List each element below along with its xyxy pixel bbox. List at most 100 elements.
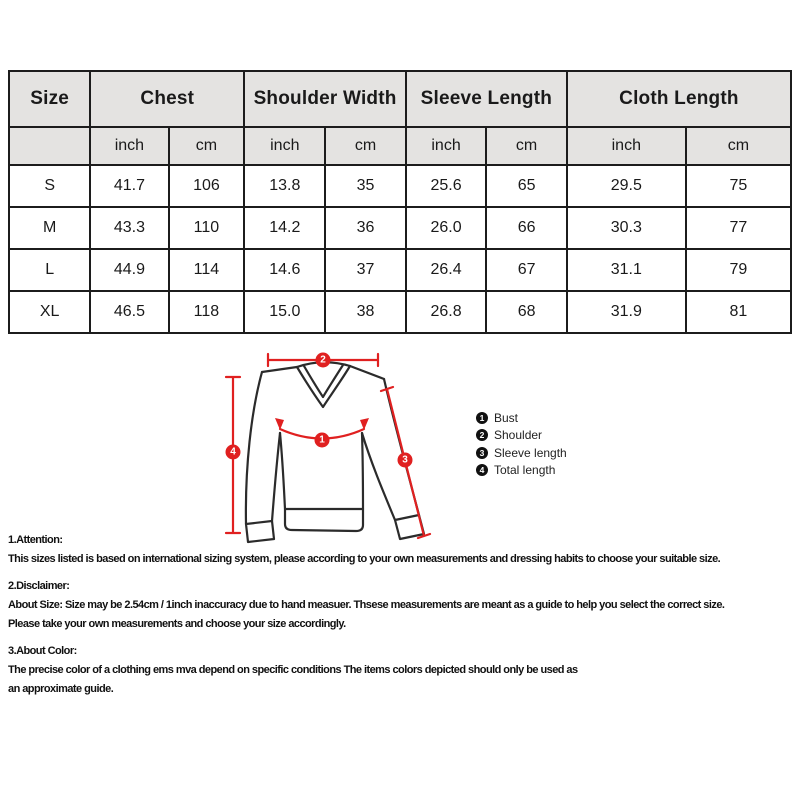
table-row-xl: XL 46.5 118 15.0 38 26.8 68 31.9 81 (7, 290, 793, 334)
size-cell: M (7, 206, 92, 250)
marker-total-number: 4 (230, 447, 236, 458)
measure-line-shoulder (266, 352, 380, 368)
legend-bullet-2-icon: 2 (476, 429, 488, 442)
value-cell: 79 (684, 248, 793, 292)
column-header-chest: Chest (89, 70, 246, 128)
value-cell: 65 (485, 164, 568, 208)
value-cell: 75 (684, 164, 793, 208)
notes-section: 1.Attention: This sizes listed is based … (8, 531, 800, 699)
unit-cell: cm (684, 126, 793, 166)
measure-line-bust (275, 418, 369, 440)
value-cell: 31.9 (565, 290, 687, 334)
value-cell: 13.8 (243, 164, 327, 208)
value-cell: 106 (167, 164, 246, 208)
size-cell: S (7, 164, 92, 208)
value-cell: 67 (485, 248, 568, 292)
measure-lines (224, 352, 432, 540)
size-cell: L (7, 248, 92, 292)
header-row-units: inch cm inch cm inch cm inch cm (7, 126, 793, 166)
value-cell: 14.6 (243, 248, 327, 292)
marker-shoulder: 2 (315, 352, 331, 368)
value-cell: 110 (167, 206, 246, 250)
marker-sleeve-number: 3 (402, 455, 408, 466)
table-row-l: L 44.9 114 14.6 37 26.4 67 31.1 79 (7, 248, 793, 292)
value-cell: 31.1 (565, 248, 687, 292)
about-color-title: 3.About Color: (8, 645, 77, 657)
value-cell: 29.5 (565, 164, 687, 208)
table-row-m: M 43.3 110 14.2 36 26.0 66 30.3 77 (7, 206, 793, 250)
unit-cell-blank (7, 126, 92, 166)
marker-shoulder-number: 2 (320, 355, 326, 366)
unit-cell: inch (404, 126, 488, 166)
value-cell: 44.9 (89, 248, 170, 292)
measurement-legend: 1 Bust 2 Shoulder 3 Sleeve length 4 Tota… (476, 409, 567, 479)
size-table: Size Chest Shoulder Width Sleeve Length Clot… (7, 70, 793, 334)
legend-bullet-1-icon: 1 (476, 411, 488, 424)
legend-bullet-3-icon: 3 (476, 446, 488, 459)
legend-item-bust: 1 Bust (476, 409, 567, 427)
value-cell: 38 (324, 290, 407, 334)
legend-item-shoulder: 2 Shoulder (476, 427, 567, 445)
value-cell: 68 (485, 290, 568, 334)
unit-cell: inch (243, 126, 327, 166)
notes-spacer (8, 569, 800, 577)
value-cell: 36 (324, 206, 407, 250)
size-table-header: Size Chest Shoulder Width Sleeve Length Clot… (7, 70, 793, 166)
unit-cell: cm (485, 126, 568, 166)
value-cell: 46.5 (89, 290, 170, 334)
value-cell: 43.3 (89, 206, 170, 250)
legend-bullet-4-icon: 4 (476, 464, 488, 477)
column-header-shoulder-width: Shoulder Width (243, 70, 407, 128)
value-cell: 26.8 (404, 290, 488, 334)
value-cell: 30.3 (565, 206, 687, 250)
legend-label-total-length: Total length (494, 463, 556, 478)
column-header-size: Size (7, 70, 92, 128)
value-cell: 26.4 (404, 248, 488, 292)
value-cell: 26.0 (404, 206, 488, 250)
sweater-outline (244, 361, 426, 544)
marker-sleeve: 3 (397, 452, 413, 468)
size-table-wrap: Size Chest Shoulder Width Sleeve Length Clot… (7, 70, 793, 334)
value-cell: 118 (167, 290, 246, 334)
table-row-s: S 41.7 106 13.8 35 25.6 65 29.5 75 (7, 164, 793, 208)
marker-total-length: 4 (225, 444, 241, 460)
size-table-body: S 41.7 106 13.8 35 25.6 65 29.5 75 M 43.3 110 14.2 36… (7, 164, 793, 334)
legend-item-sleeve-length: 3 Sleeve length (476, 444, 567, 462)
measure-markers: 1 2 3 4 (225, 352, 413, 468)
marker-bust: 1 (314, 432, 330, 448)
value-cell: 114 (167, 248, 246, 292)
header-row-main: Size Chest Shoulder Width Sleeve Length Clot… (7, 70, 793, 128)
legend-label-shoulder: Shoulder (494, 428, 543, 443)
value-cell: 41.7 (89, 164, 170, 208)
value-cell: 77 (684, 206, 793, 250)
marker-bust-number: 1 (319, 435, 325, 446)
value-cell: 14.2 (243, 206, 327, 250)
unit-cell: cm (167, 126, 246, 166)
column-header-sleeve-length: Sleeve Length (404, 70, 568, 128)
value-cell: 15.0 (243, 290, 327, 334)
about-color-line1: The precise color of a clothing ems mva … (8, 664, 578, 676)
unit-cell: inch (89, 126, 170, 166)
unit-cell: inch (565, 126, 687, 166)
notes-spacer (8, 634, 800, 642)
legend-item-total-length: 4 Total length (476, 462, 567, 480)
legend-label-sleeve-length: Sleeve length (494, 445, 567, 460)
measure-line-sleeve (379, 385, 432, 540)
attention-body: This sizes listed is based on internatio… (8, 553, 721, 565)
value-cell: 37 (324, 248, 407, 292)
attention-title: 1.Attention: (8, 534, 63, 546)
disclaimer-title: 2.Disclaimer: (8, 580, 70, 592)
disclaimer-line1: About Size: Size may be 2.54cm / 1inch i… (8, 599, 725, 611)
measure-line-total-length (224, 375, 242, 535)
value-cell: 35 (324, 164, 407, 208)
unit-cell: cm (324, 126, 407, 166)
about-color-line2: an approximate guide. (8, 683, 114, 695)
value-cell: 25.6 (404, 164, 488, 208)
disclaimer-line2: Please take your own measurements and ch… (8, 618, 346, 630)
value-cell: 81 (684, 290, 793, 334)
column-header-cloth-length: Cloth Length (565, 70, 793, 128)
size-cell: XL (7, 290, 92, 334)
legend-label-bust: Bust (494, 410, 519, 425)
value-cell: 66 (485, 206, 568, 250)
